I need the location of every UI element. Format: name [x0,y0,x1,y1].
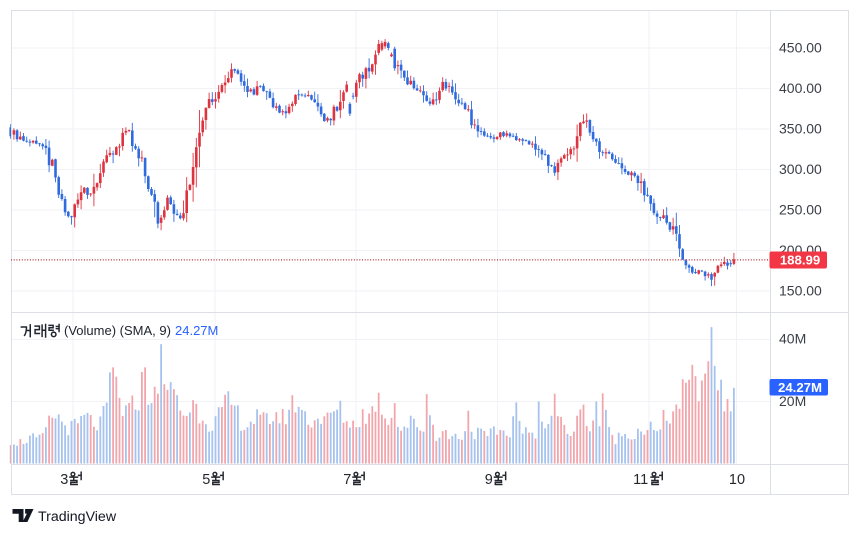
svg-text:3: 3 [60,472,68,488]
svg-text:9: 9 [485,472,493,488]
svg-text:24.27M: 24.27M [175,323,218,338]
svg-text:450.00: 450.00 [779,40,822,56]
svg-text:40M: 40M [779,331,806,347]
svg-text:11: 11 [633,472,648,488]
svg-text:300.00: 300.00 [779,161,822,177]
svg-text:10: 10 [729,472,745,488]
svg-text:24.27M: 24.27M [778,380,822,395]
svg-text:(Volume) (SMA, 9): (Volume) (SMA, 9) [64,323,171,338]
svg-text:400.00: 400.00 [779,80,822,96]
svg-text:20M: 20M [779,393,806,409]
svg-text:350.00: 350.00 [779,121,822,137]
svg-text:TradingView: TradingView [38,509,117,525]
svg-text:250.00: 250.00 [779,202,822,218]
svg-text:150.00: 150.00 [779,283,822,299]
svg-text:5: 5 [202,472,210,488]
svg-text:7: 7 [343,472,351,488]
svg-text:188.99: 188.99 [780,253,820,268]
